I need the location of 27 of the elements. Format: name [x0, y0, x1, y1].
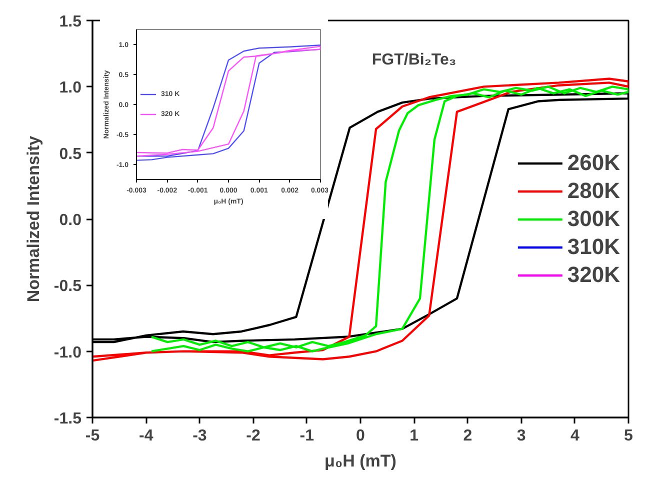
x-tick-label: 2 — [463, 428, 472, 444]
y-tick-label: -1.0 — [54, 344, 82, 362]
annotation: FGT/Bi₂Te₃ — [372, 52, 456, 69]
y-tick-label: 1.5 — [59, 14, 82, 30]
y-tick-label: 1.0 — [59, 80, 82, 97]
x-tick-label: 4 — [570, 428, 580, 444]
x-tick-label: 3 — [516, 428, 526, 444]
x-axis-title: μ₀H (mT) — [324, 452, 396, 470]
x-tick-label: -2 — [246, 428, 261, 444]
x-tick-label: -4 — [138, 428, 154, 444]
y-tick-label: 0.0 — [59, 212, 82, 229]
y-axis-title: Normalized Intensity — [24, 135, 43, 302]
x-tick-label: 1 — [410, 428, 419, 444]
legend-label: 280K — [567, 178, 620, 204]
legend-label: 260K — [567, 150, 620, 176]
x-tick-label: -3 — [192, 428, 207, 444]
x-tick-label: 5 — [624, 428, 634, 444]
x-tick-label: -5 — [85, 428, 100, 444]
y-tick-label: -1.5 — [54, 410, 82, 428]
legend-label: 320K — [567, 262, 620, 288]
y-tick-label: -0.5 — [54, 278, 82, 296]
legend-label: 310K — [567, 234, 620, 260]
y-tick-label: 0.5 — [59, 146, 82, 163]
line-series — [150, 86, 628, 352]
x-tick-label: 0 — [356, 428, 366, 444]
x-tick-label: -1 — [300, 428, 314, 444]
legend-label: 300K — [567, 206, 620, 232]
